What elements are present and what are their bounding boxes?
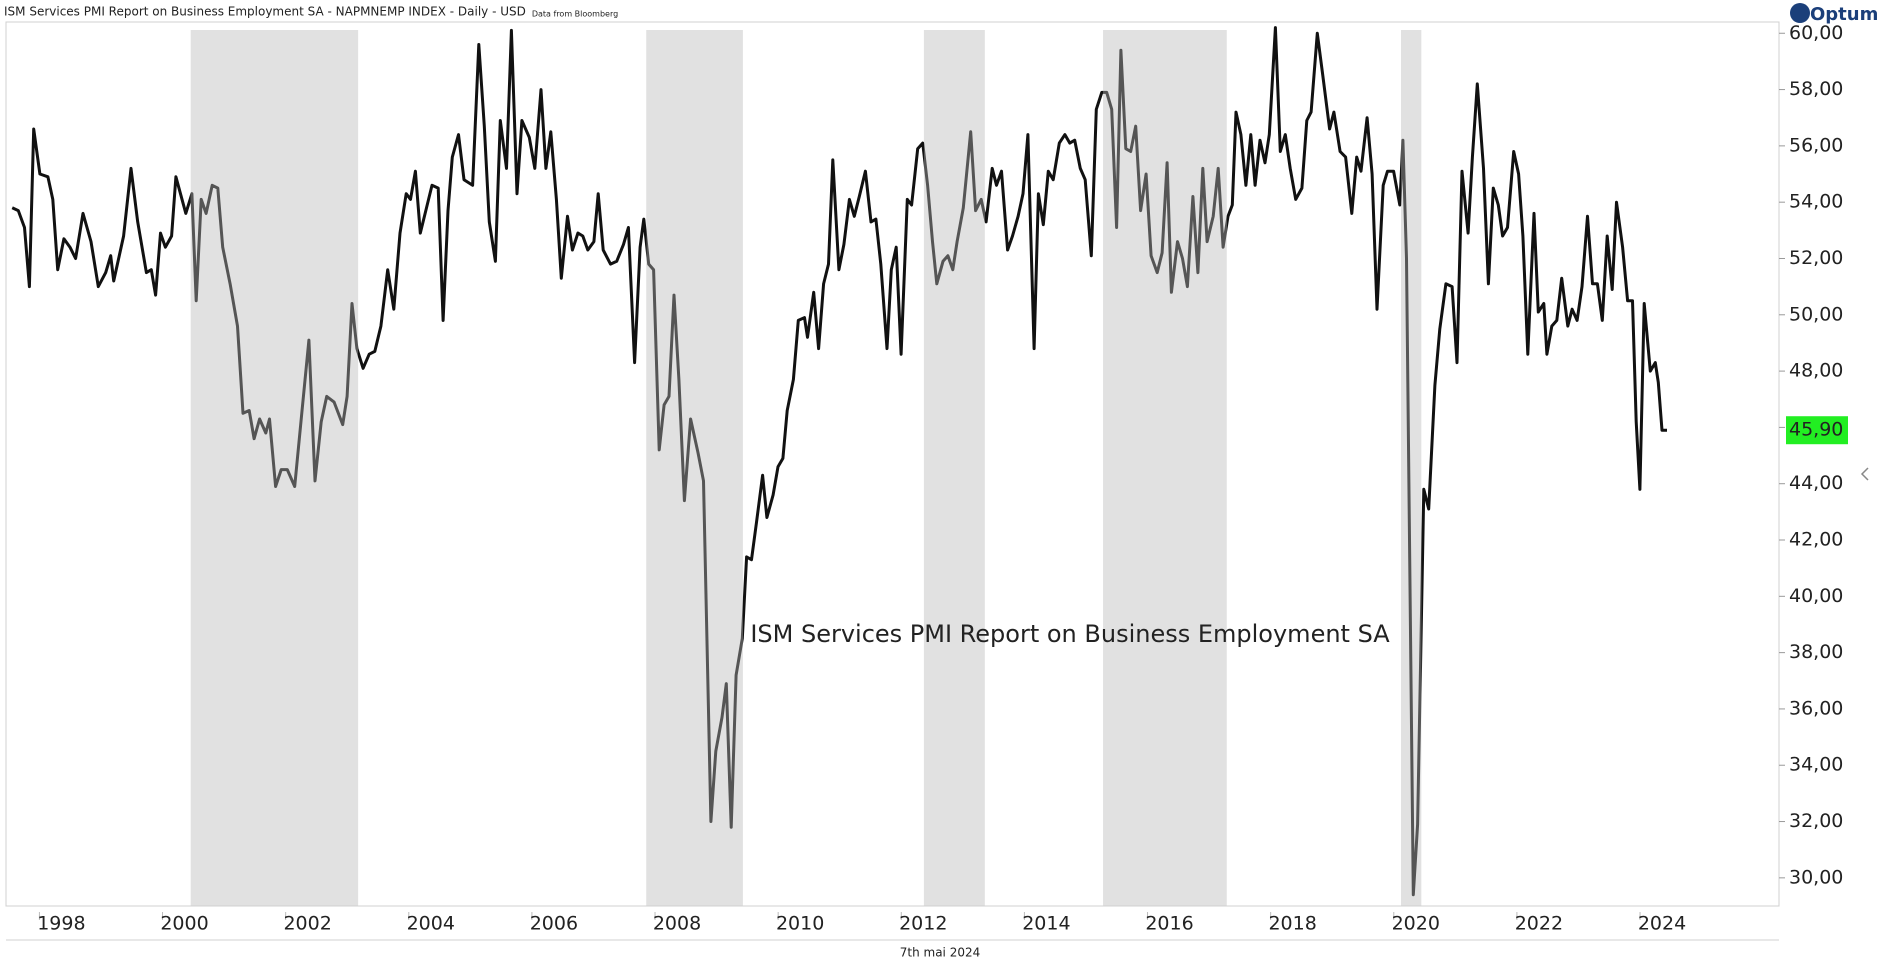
plot-frame [5, 21, 1780, 907]
y-tick-label: 36,00 [1789, 697, 1843, 719]
x-tick-label: 2020 [1392, 913, 1440, 935]
y-tick-label: 48,00 [1789, 360, 1843, 382]
y-tick-label: 32,00 [1789, 810, 1843, 832]
x-tick-label: 2012 [899, 913, 947, 935]
x-tick-label: 2014 [1022, 913, 1070, 935]
x-tick-label: 1998 [37, 913, 85, 935]
x-tick-label: 2024 [1638, 913, 1686, 935]
shaded-range [1103, 30, 1227, 906]
header-title: ISM Services PMI Report on Business Empl… [4, 5, 526, 19]
logo-icon [1790, 3, 1810, 23]
shaded-range [923, 30, 985, 906]
x-tick-label: 2008 [653, 913, 701, 935]
y-tick-label: 34,00 [1789, 754, 1843, 776]
y-tick-label: 52,00 [1789, 247, 1843, 269]
last-value-box [1786, 416, 1848, 445]
shading [190, 30, 1422, 906]
x-tick-label: 2000 [160, 913, 208, 935]
x-tick-label: 2022 [1515, 913, 1563, 935]
y-tick-label: 54,00 [1789, 191, 1843, 213]
x-tick-label: 2002 [283, 913, 331, 935]
y-tick-label: 60,00 [1789, 22, 1843, 44]
y-tick-label: 58,00 [1789, 78, 1843, 100]
logo: Optuma [1810, 4, 1878, 25]
x-tick-label: 2006 [530, 913, 578, 935]
x-tick-label: 2016 [1145, 913, 1193, 935]
x-tick-label: 2004 [407, 913, 455, 935]
y-tick-label: 40,00 [1789, 585, 1843, 607]
y-tick-label: 44,00 [1789, 472, 1843, 494]
shaded-range [646, 30, 743, 906]
date-label: 7th mai 2024 [900, 946, 981, 960]
y-tick-label: 42,00 [1789, 529, 1843, 551]
y-tick-label: 30,00 [1789, 866, 1843, 888]
x-tick-label: 2010 [776, 913, 824, 935]
annotation: ISM Services PMI Report on Business Empl… [750, 620, 1390, 648]
header-source: Data from Bloomberg [532, 10, 618, 19]
x-tick-label: 2018 [1268, 913, 1316, 935]
y-tick-label: 50,00 [1789, 303, 1843, 325]
y-tick-label: 56,00 [1789, 134, 1843, 156]
last-value-label: 45,90 [1789, 419, 1843, 441]
collapse-arrow[interactable] [1860, 467, 1869, 481]
y-tick-label: 38,00 [1789, 641, 1843, 663]
line-series [11, 26, 1667, 897]
